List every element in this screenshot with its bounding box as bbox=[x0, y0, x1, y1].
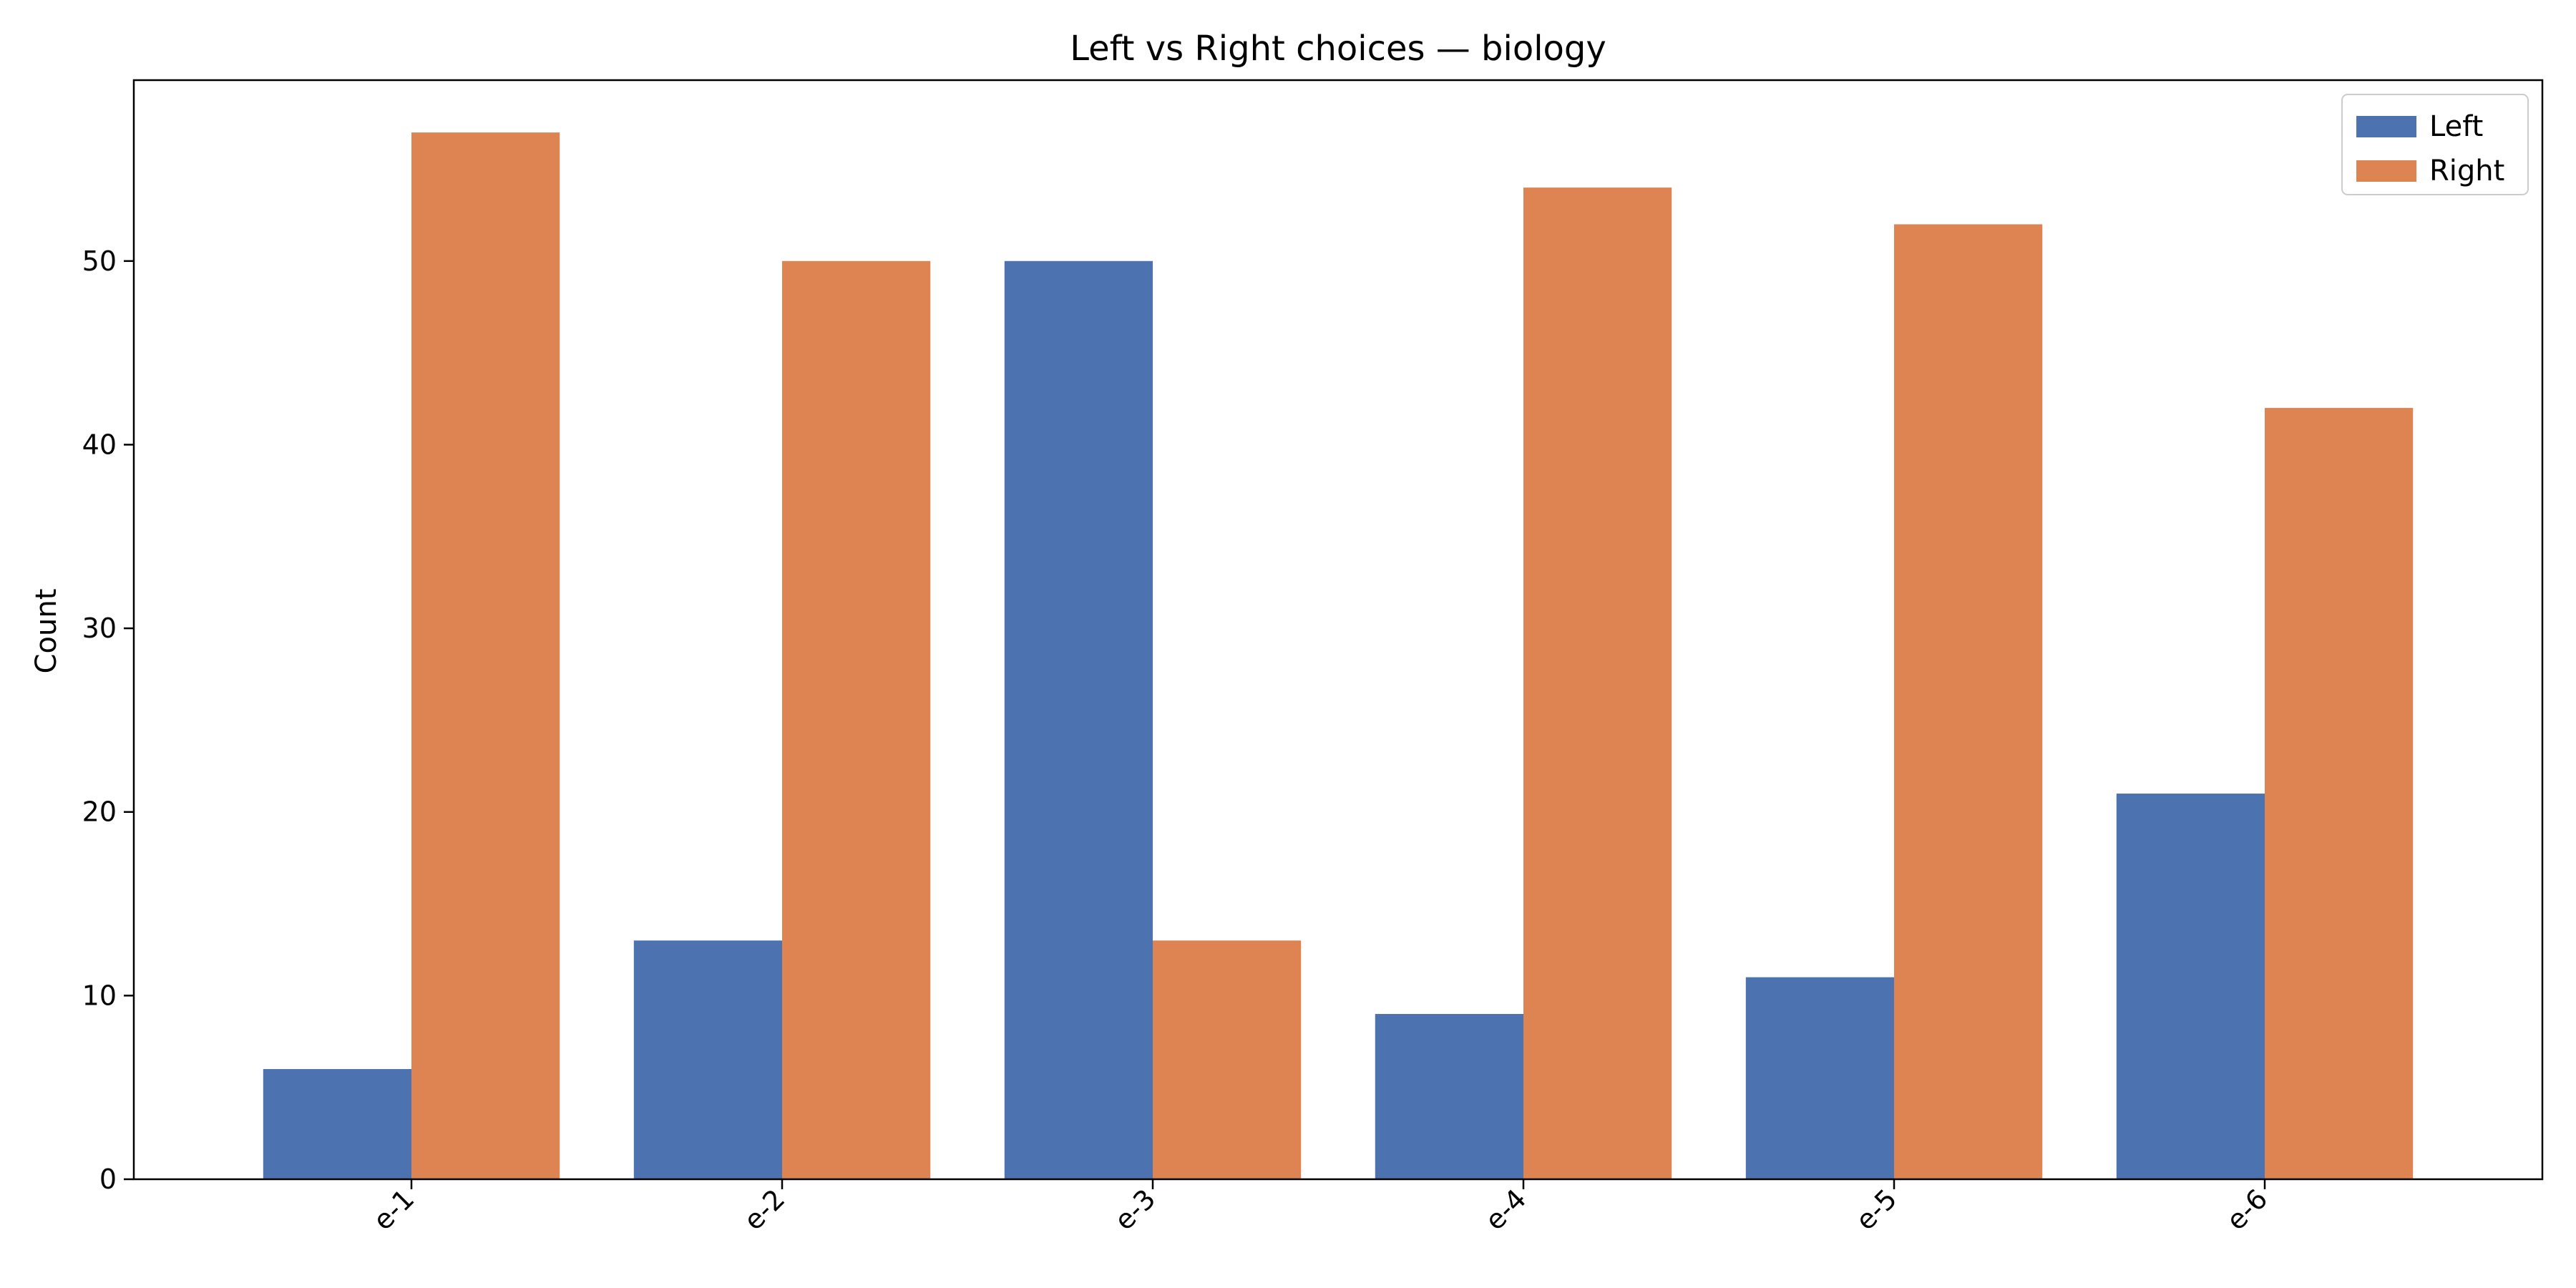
bar-right-e-2 bbox=[782, 260, 931, 1179]
legend-label-right: Right bbox=[2429, 155, 2504, 187]
x-tick-label: e-2 bbox=[738, 1183, 791, 1236]
bar-right-e-6 bbox=[2265, 408, 2414, 1179]
y-tick-label: 20 bbox=[82, 796, 117, 828]
legend-swatch-right bbox=[2356, 160, 2416, 182]
bar-left-e-2 bbox=[633, 940, 782, 1179]
y-tick-label: 50 bbox=[82, 245, 117, 277]
y-tick-label: 0 bbox=[99, 1163, 117, 1195]
legend-swatch-left bbox=[2356, 116, 2416, 137]
bar-left-e-3 bbox=[1004, 260, 1153, 1179]
x-tick-label: e-3 bbox=[1108, 1183, 1161, 1236]
plot-frame bbox=[132, 79, 2544, 1181]
y-tick-label: 30 bbox=[82, 613, 117, 644]
bar-right-e-1 bbox=[411, 132, 560, 1179]
legend-label-left: Left bbox=[2429, 110, 2483, 143]
chart-title: Left vs Right choices — biology bbox=[1070, 29, 1606, 69]
bar-right-e-4 bbox=[1523, 187, 1672, 1179]
bar-right-e-3 bbox=[1153, 940, 1302, 1179]
x-tick-label: e-1 bbox=[367, 1183, 420, 1236]
legend: Left Right bbox=[2341, 94, 2529, 195]
y-axis-label: Count bbox=[30, 589, 63, 674]
bar-left-e-6 bbox=[2116, 794, 2265, 1179]
y-tick-label: 40 bbox=[82, 429, 117, 460]
x-tick-label: e-4 bbox=[1479, 1183, 1532, 1236]
plot-area: 0 10 20 30 40 50 e-1 e-2 e-3 e-4 e-5 e-6 bbox=[82, 79, 2544, 1236]
x-tick-label: e-5 bbox=[1850, 1183, 1903, 1236]
bar-left-e-5 bbox=[1745, 977, 1894, 1179]
y-tick-label: 10 bbox=[82, 980, 117, 1011]
bar-right-e-5 bbox=[1894, 224, 2043, 1180]
bar-left-e-1 bbox=[263, 1069, 411, 1179]
x-tick-label: e-6 bbox=[2220, 1183, 2273, 1236]
bar-left-e-4 bbox=[1375, 1014, 1523, 1179]
